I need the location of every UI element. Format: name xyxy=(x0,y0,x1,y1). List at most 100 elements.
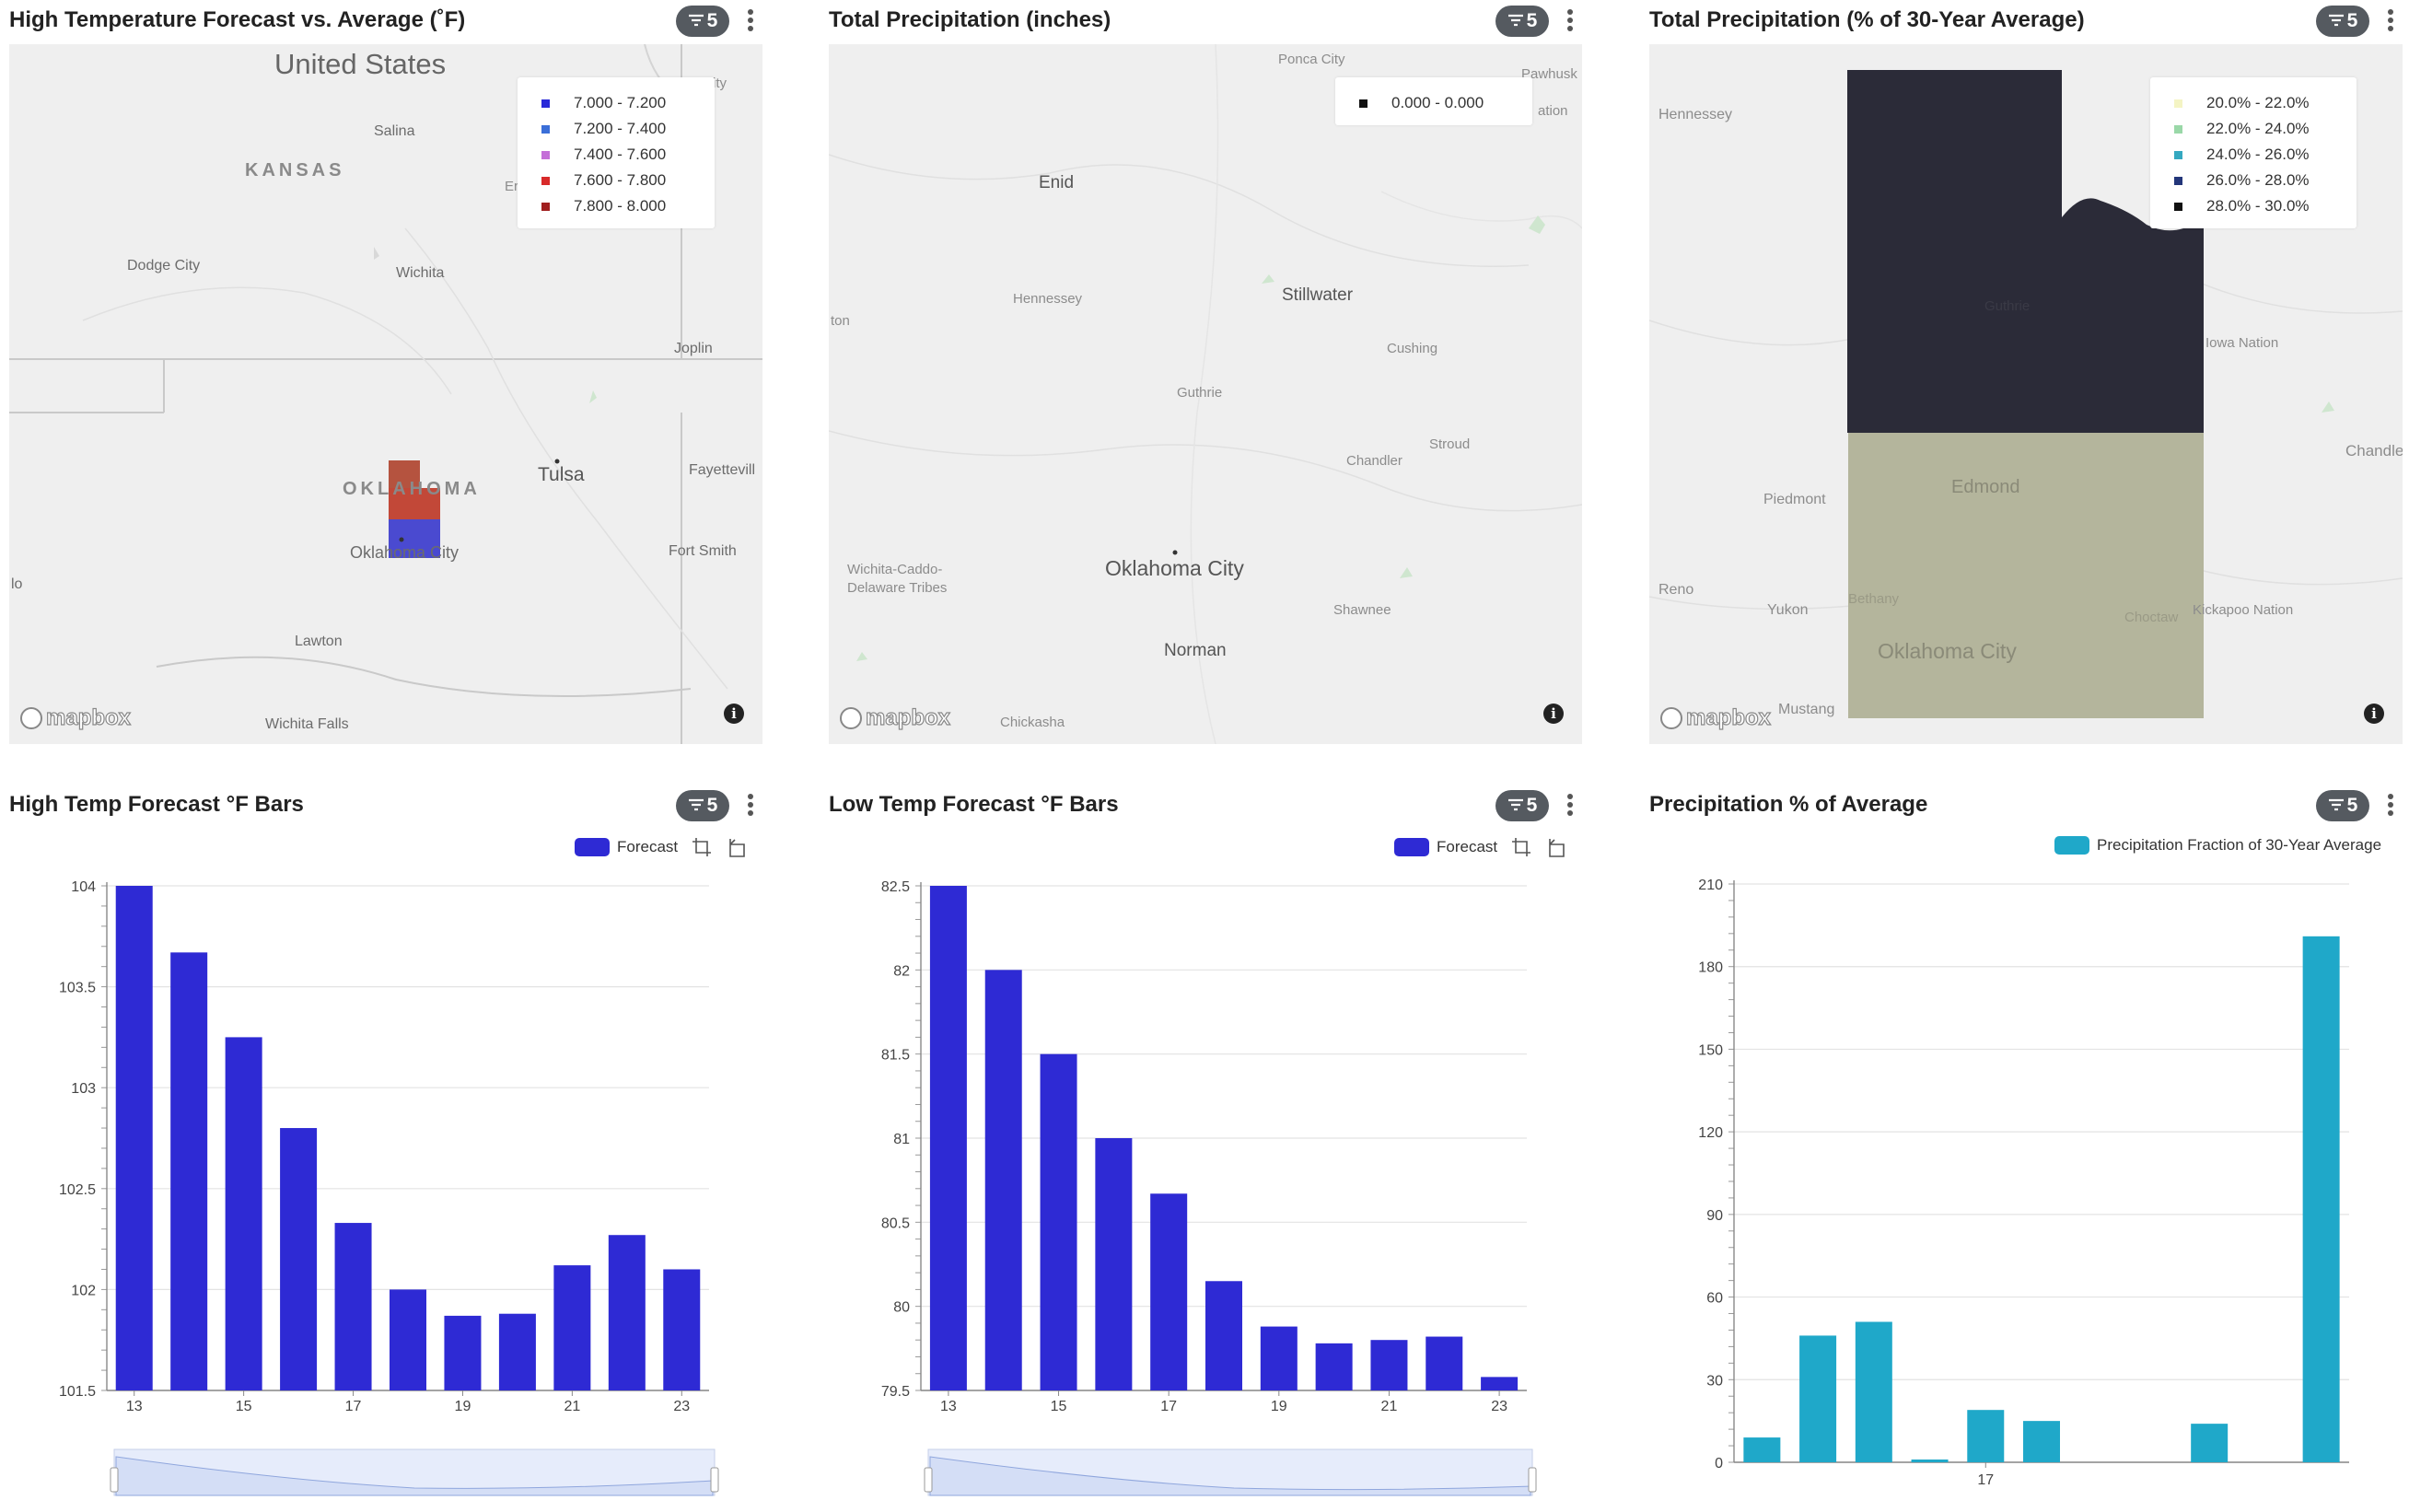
filter-icon xyxy=(688,14,704,27)
map-label-wichitacaddo: Wichita-Caddo- xyxy=(847,562,943,577)
panel-title: High Temp Forecast °F Bars xyxy=(9,792,304,817)
legend-swatch xyxy=(541,99,550,108)
legend-swatch xyxy=(541,202,550,211)
y-tick-label: 103 xyxy=(71,1081,96,1097)
bar xyxy=(334,1223,372,1390)
chart-legend[interactable]: Precipitation Fraction of 30-Year Averag… xyxy=(2054,836,2381,855)
mapbox-logo[interactable]: mapbox xyxy=(840,704,951,731)
map-label-okc: Oklahoma City xyxy=(1878,639,2017,663)
bar xyxy=(1315,1343,1353,1390)
mapbox-logo[interactable]: mapbox xyxy=(20,704,132,731)
x-tick-label: 21 xyxy=(1381,1399,1398,1414)
bar xyxy=(1370,1340,1408,1390)
x-tick-label: 13 xyxy=(940,1399,957,1414)
map-background xyxy=(1649,70,2403,718)
filter-badge[interactable]: 5 xyxy=(2316,6,2369,37)
map-background xyxy=(9,44,762,744)
filter-icon xyxy=(688,798,704,811)
x-tick-label: 17 xyxy=(345,1399,362,1414)
legend-swatch xyxy=(2174,150,2182,159)
map-label-ity: ity xyxy=(713,76,727,91)
x-tick-label: 13 xyxy=(126,1399,143,1414)
map-label-pawhusk: Pawhusk xyxy=(1521,66,1577,82)
panel-precip-pct-map: Total Precipitation (% of 30-Year Averag… xyxy=(1649,0,2403,746)
filter-badge[interactable]: 5 xyxy=(676,6,729,37)
more-options-icon[interactable] xyxy=(1564,792,1577,820)
y-tick-label: 180 xyxy=(1698,960,1723,976)
x-tick-label: 17 xyxy=(1160,1399,1177,1414)
map-label-hennessey: Hennessey xyxy=(1658,107,1733,122)
filter-badge[interactable]: 5 xyxy=(676,790,729,821)
y-tick-label: 60 xyxy=(1706,1291,1723,1307)
more-options-icon[interactable] xyxy=(1564,7,1577,35)
x-tick-label: 17 xyxy=(1977,1472,1994,1488)
filter-count: 5 xyxy=(1526,795,1538,816)
filter-icon xyxy=(1507,14,1523,27)
map-precip[interactable]: Ponca City Pawhusk ation Enid Hennessey … xyxy=(829,44,1582,744)
y-tick-label: 82.5 xyxy=(881,879,910,895)
legend-item: 24.0% - 26.0% xyxy=(2174,142,2336,168)
map-label-stillwater: Stillwater xyxy=(1282,285,1354,305)
y-tick-label: 81.5 xyxy=(881,1048,910,1064)
data-zoom-slider[interactable] xyxy=(9,1444,762,1499)
filter-count: 5 xyxy=(2346,10,2358,31)
bar xyxy=(1855,1321,1892,1462)
reset-zoom-icon[interactable] xyxy=(726,836,748,858)
filter-badge[interactable]: 5 xyxy=(1495,790,1549,821)
panel-high-temp-map: High Temperature Forecast vs. Average (˚… xyxy=(9,0,762,746)
bar xyxy=(1481,1377,1519,1390)
legend-item: 20.0% - 22.0% xyxy=(2174,90,2336,116)
bar xyxy=(2191,1424,2229,1462)
bar xyxy=(1040,1053,1077,1390)
legend-label: Forecast xyxy=(1437,838,1498,855)
map-precip-pct[interactable]: Hennessey Guthrie Iowa Nation Chandle Pi… xyxy=(1649,44,2403,744)
legend-swatch xyxy=(541,150,550,159)
bar xyxy=(498,1313,536,1390)
map-label-shawnee: Shawnee xyxy=(1333,602,1391,618)
more-options-icon[interactable] xyxy=(2384,7,2397,35)
map-label-bethany: Bethany xyxy=(1848,591,1900,607)
filter-count: 5 xyxy=(706,10,718,31)
zoom-icon[interactable] xyxy=(1510,836,1532,858)
info-icon[interactable]: i xyxy=(724,704,744,724)
map-label-joplin: Joplin xyxy=(674,341,713,356)
map-label-salina: Salina xyxy=(374,123,415,139)
chart-legend[interactable]: Forecast xyxy=(575,836,748,858)
bar xyxy=(115,886,153,1390)
map-label-wichita: Wichita xyxy=(396,265,445,281)
bar xyxy=(1426,1336,1463,1390)
map-label-choctaw: Choctaw xyxy=(2124,610,2179,625)
legend-swatch xyxy=(2174,124,2182,134)
data-zoom-slider[interactable] xyxy=(829,1444,1582,1499)
panel-precip-pct-bars: Precipitation % of Average 5 Precipitati… xyxy=(1649,785,2403,1512)
chart-legend[interactable]: Forecast xyxy=(1394,836,1567,858)
map-label-ponca: Ponca City xyxy=(1278,52,1345,67)
filter-badge[interactable]: 5 xyxy=(2316,790,2369,821)
map-label-fortsmith: Fort Smith xyxy=(669,543,737,559)
x-tick-label: 21 xyxy=(564,1399,580,1414)
filter-badge[interactable]: 5 xyxy=(1495,6,1549,37)
map-label-chickasha: Chickasha xyxy=(1000,715,1065,730)
bar xyxy=(280,1128,318,1390)
map-high-temp[interactable]: United States ity Salina KANSAS Er Dodge… xyxy=(9,44,762,744)
reset-zoom-icon[interactable] xyxy=(1545,836,1567,858)
map-label-hennessey: Hennessey xyxy=(1013,291,1083,307)
bar xyxy=(1911,1460,1949,1462)
map-legend: 0.000 - 0.000 xyxy=(1335,77,1532,125)
map-label-wichitafalls: Wichita Falls xyxy=(265,716,349,732)
info-icon[interactable]: i xyxy=(1543,704,1564,724)
y-tick-label: 80.5 xyxy=(881,1215,910,1231)
mapbox-logo[interactable]: mapbox xyxy=(1660,704,1772,731)
legend-swatch xyxy=(2174,202,2182,211)
y-tick-label: 90 xyxy=(1706,1208,1723,1224)
map-label-delaware: Delaware Tribes xyxy=(847,580,948,596)
more-options-icon[interactable] xyxy=(744,792,757,820)
legend-swatch xyxy=(2054,836,2089,855)
info-icon[interactable]: i xyxy=(2364,704,2384,724)
y-tick-label: 79.5 xyxy=(881,1384,910,1400)
zoom-icon[interactable] xyxy=(691,836,713,858)
more-options-icon[interactable] xyxy=(744,7,757,35)
more-options-icon[interactable] xyxy=(2384,792,2397,820)
map-label-lo: lo xyxy=(11,576,23,592)
legend-item: 7.000 - 7.200 xyxy=(541,90,694,116)
